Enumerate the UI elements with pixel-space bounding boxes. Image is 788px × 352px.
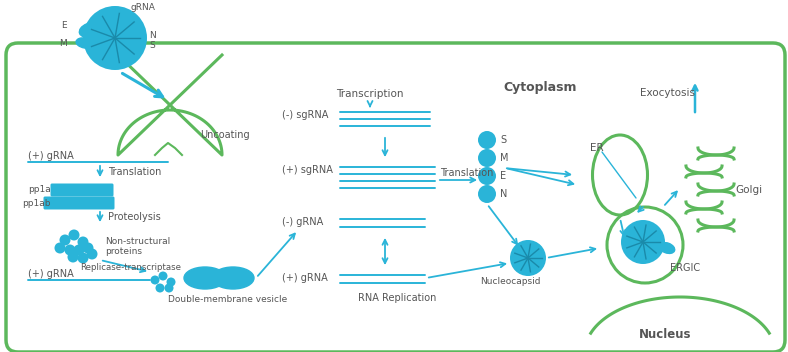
- FancyBboxPatch shape: [50, 183, 113, 196]
- Circle shape: [65, 245, 76, 256]
- Circle shape: [155, 283, 165, 293]
- Circle shape: [478, 131, 496, 149]
- Circle shape: [73, 245, 84, 256]
- Ellipse shape: [76, 38, 94, 48]
- Circle shape: [83, 243, 94, 253]
- Text: Uncoating: Uncoating: [200, 130, 250, 140]
- Text: M: M: [500, 153, 508, 163]
- Text: (-) sgRNA: (-) sgRNA: [282, 110, 329, 120]
- Text: Nucleus: Nucleus: [639, 328, 691, 341]
- FancyBboxPatch shape: [6, 43, 785, 352]
- Text: Replicase-transcriptase: Replicase-transcriptase: [80, 264, 181, 272]
- Ellipse shape: [660, 243, 675, 253]
- Circle shape: [87, 249, 98, 259]
- Text: Nucleocapsid: Nucleocapsid: [480, 277, 541, 287]
- Ellipse shape: [212, 267, 254, 289]
- Text: Translation: Translation: [440, 168, 493, 178]
- Text: pp1a: pp1a: [28, 186, 50, 195]
- Circle shape: [478, 149, 496, 167]
- Text: S: S: [149, 42, 154, 50]
- Text: (+) gRNA: (+) gRNA: [282, 273, 328, 283]
- Text: Translation: Translation: [108, 167, 162, 177]
- Text: S: S: [500, 135, 506, 145]
- Text: N: N: [500, 189, 507, 199]
- Text: Double-membrane vesicle: Double-membrane vesicle: [168, 295, 288, 304]
- Circle shape: [69, 230, 80, 240]
- Circle shape: [83, 6, 147, 70]
- Text: proteins: proteins: [105, 247, 142, 257]
- Text: N: N: [149, 31, 156, 40]
- Text: (+) gRNA: (+) gRNA: [28, 151, 74, 161]
- Circle shape: [166, 277, 176, 287]
- Circle shape: [510, 240, 546, 276]
- Text: Cytoplasm: Cytoplasm: [504, 82, 577, 94]
- Text: (+) sgRNA: (+) sgRNA: [282, 165, 333, 175]
- FancyBboxPatch shape: [43, 196, 114, 209]
- Circle shape: [478, 167, 496, 185]
- Text: Exocytosis: Exocytosis: [640, 88, 695, 98]
- Circle shape: [621, 220, 665, 264]
- Circle shape: [158, 271, 168, 281]
- Text: Non-structural: Non-structural: [105, 238, 170, 246]
- Ellipse shape: [184, 267, 226, 289]
- Circle shape: [77, 237, 88, 247]
- Text: (+) gRNA: (+) gRNA: [28, 269, 74, 279]
- Text: (-) gRNA: (-) gRNA: [282, 217, 323, 227]
- Circle shape: [151, 276, 159, 284]
- Ellipse shape: [80, 23, 98, 37]
- Text: gRNA: gRNA: [131, 4, 156, 13]
- Circle shape: [478, 185, 496, 203]
- Text: ERGIC: ERGIC: [670, 263, 700, 273]
- Circle shape: [54, 243, 65, 253]
- Text: ER: ER: [590, 143, 604, 153]
- Circle shape: [68, 251, 79, 263]
- Text: RNA Replication: RNA Replication: [358, 293, 437, 303]
- Text: Golgi: Golgi: [735, 185, 762, 195]
- Circle shape: [77, 252, 88, 264]
- Circle shape: [165, 283, 173, 293]
- Text: Transcription: Transcription: [336, 89, 403, 99]
- Text: Proteolysis: Proteolysis: [108, 212, 161, 222]
- Circle shape: [60, 234, 70, 245]
- Text: E: E: [500, 171, 506, 181]
- Text: M: M: [59, 38, 67, 48]
- Text: E: E: [61, 21, 67, 31]
- Text: pp1ab: pp1ab: [22, 199, 50, 207]
